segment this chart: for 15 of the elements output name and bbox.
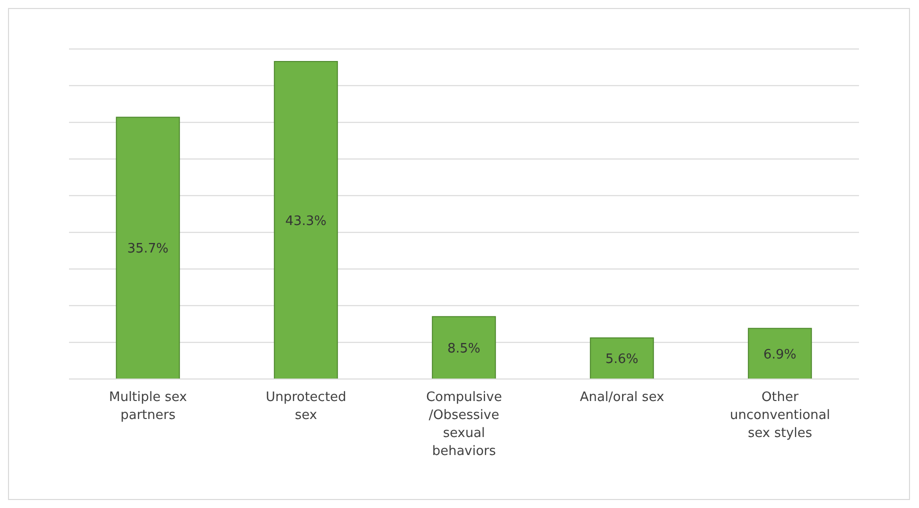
bar — [590, 337, 654, 380]
x-tick-label: Anal/oral sex — [580, 390, 664, 405]
data-label: 35.7% — [127, 242, 169, 257]
data-label: 6.9% — [763, 347, 796, 362]
x-tick-label: Compulsive /Obsessive sexual behaviors — [426, 390, 502, 459]
x-tick-label: Unprotected sex — [266, 390, 346, 423]
data-label: 5.6% — [605, 352, 638, 368]
x-tick-label: Multiple sex partners — [108, 390, 188, 423]
x-tick-label: Other unconventional sex styles — [730, 390, 830, 441]
bar — [274, 60, 338, 380]
data-label: 8.5% — [447, 341, 480, 356]
bar — [432, 316, 496, 380]
data-label: 43.3% — [285, 214, 327, 229]
bar — [748, 328, 812, 380]
bar — [116, 116, 180, 380]
